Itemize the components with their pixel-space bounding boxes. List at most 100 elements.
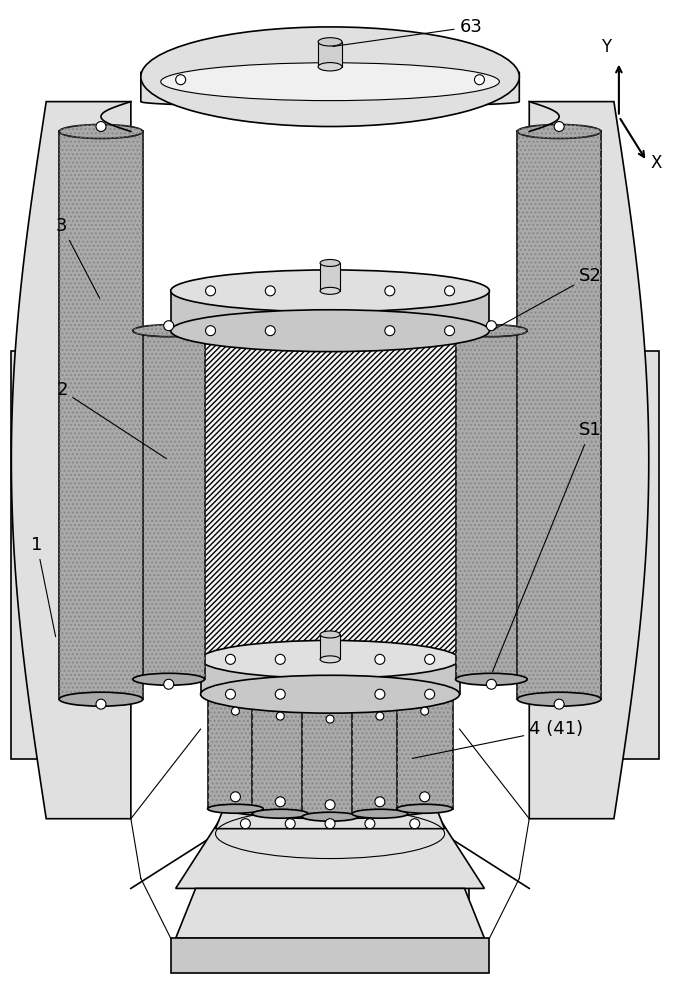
Polygon shape (11, 102, 131, 819)
Ellipse shape (352, 809, 408, 818)
Ellipse shape (320, 631, 340, 638)
Circle shape (176, 75, 185, 85)
Ellipse shape (228, 697, 432, 737)
Ellipse shape (141, 27, 520, 127)
Ellipse shape (397, 804, 453, 813)
Ellipse shape (207, 804, 263, 813)
Circle shape (410, 819, 420, 829)
Circle shape (232, 707, 239, 715)
Ellipse shape (252, 809, 308, 818)
Ellipse shape (397, 695, 453, 704)
Polygon shape (200, 659, 460, 694)
Ellipse shape (133, 325, 205, 337)
Ellipse shape (352, 700, 408, 709)
Circle shape (421, 707, 429, 715)
Ellipse shape (59, 692, 143, 706)
Circle shape (424, 654, 435, 664)
Ellipse shape (252, 700, 308, 709)
Circle shape (486, 679, 496, 689)
Polygon shape (252, 704, 308, 814)
Circle shape (385, 286, 395, 296)
Circle shape (375, 797, 385, 807)
Polygon shape (352, 704, 408, 814)
Ellipse shape (318, 63, 342, 71)
Circle shape (285, 819, 295, 829)
Text: 63: 63 (333, 18, 482, 46)
Ellipse shape (59, 125, 143, 138)
Polygon shape (171, 938, 489, 973)
Ellipse shape (455, 673, 527, 685)
Text: S1: S1 (493, 421, 601, 672)
Ellipse shape (318, 38, 342, 46)
Circle shape (444, 286, 455, 296)
Polygon shape (397, 699, 453, 809)
Ellipse shape (200, 640, 460, 678)
Polygon shape (320, 634, 340, 659)
Circle shape (240, 819, 250, 829)
Circle shape (475, 75, 484, 85)
Ellipse shape (161, 63, 500, 101)
Text: 4 (41): 4 (41) (413, 720, 584, 758)
Ellipse shape (517, 125, 601, 138)
Circle shape (375, 689, 385, 699)
Circle shape (420, 792, 430, 802)
Circle shape (385, 326, 395, 336)
Circle shape (486, 321, 496, 331)
Text: Y: Y (601, 38, 611, 56)
Circle shape (96, 699, 106, 709)
Circle shape (164, 321, 174, 331)
Polygon shape (133, 331, 205, 679)
Polygon shape (320, 263, 340, 291)
Ellipse shape (133, 673, 205, 685)
Polygon shape (302, 707, 358, 817)
Circle shape (325, 800, 335, 810)
Text: 1: 1 (31, 536, 56, 637)
Ellipse shape (207, 695, 263, 704)
Circle shape (326, 715, 334, 723)
Circle shape (225, 654, 236, 664)
Circle shape (265, 326, 276, 336)
Circle shape (276, 797, 285, 807)
Polygon shape (318, 42, 342, 67)
Text: S2: S2 (494, 267, 602, 329)
Polygon shape (529, 102, 649, 819)
Ellipse shape (171, 270, 489, 312)
Circle shape (365, 819, 375, 829)
Ellipse shape (302, 812, 358, 821)
Polygon shape (171, 291, 489, 331)
Circle shape (424, 689, 435, 699)
Polygon shape (141, 72, 520, 107)
Polygon shape (517, 131, 601, 699)
Circle shape (164, 679, 174, 689)
Ellipse shape (320, 259, 340, 266)
Circle shape (554, 699, 564, 709)
Text: X: X (650, 154, 662, 172)
Polygon shape (207, 699, 263, 809)
Polygon shape (176, 888, 484, 938)
Ellipse shape (200, 675, 460, 713)
Polygon shape (161, 311, 500, 659)
Text: 3: 3 (56, 217, 100, 298)
Circle shape (230, 792, 240, 802)
Ellipse shape (171, 310, 489, 352)
Circle shape (376, 712, 384, 720)
Circle shape (276, 654, 285, 664)
Ellipse shape (302, 703, 358, 712)
Circle shape (444, 326, 455, 336)
Circle shape (225, 689, 236, 699)
Circle shape (325, 819, 335, 829)
Ellipse shape (517, 692, 601, 706)
Circle shape (96, 122, 106, 131)
Ellipse shape (320, 287, 340, 294)
Circle shape (375, 654, 385, 664)
Ellipse shape (320, 656, 340, 663)
Polygon shape (11, 351, 56, 759)
Circle shape (276, 712, 285, 720)
Circle shape (205, 326, 216, 336)
Polygon shape (59, 131, 143, 699)
Polygon shape (609, 351, 659, 759)
Circle shape (276, 689, 285, 699)
Polygon shape (216, 804, 444, 829)
Circle shape (554, 122, 564, 131)
Ellipse shape (455, 325, 527, 337)
